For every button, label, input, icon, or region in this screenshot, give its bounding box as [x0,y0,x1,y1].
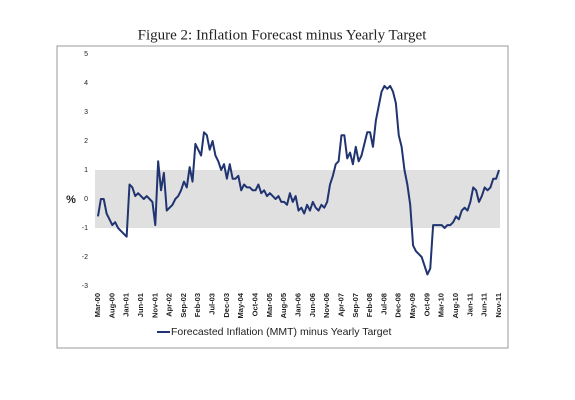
y-tick-label: -2 [82,254,88,261]
x-tick-label: Mar-10 [437,293,446,317]
y-tick-label: 0 [84,196,88,203]
x-tick-label: Apr-07 [336,293,345,317]
chart-frame [56,45,509,349]
y-tick-label: 3 [84,109,88,116]
chart-title: Figure 2: Inflation Forecast minus Yearl… [138,27,428,43]
x-tick-label: May-09 [408,293,417,318]
x-tick-label: Aug-05 [279,293,288,318]
x-tick-label: Feb-08 [365,293,374,317]
y-axis-label: % [66,194,76,206]
x-tick-label: Dec-03 [222,293,231,318]
data-line [97,84,500,276]
x-tick-label: Aug-10 [451,293,460,318]
y-tick-label: 1 [84,167,88,174]
x-tick-label: May-04 [236,292,245,318]
x-tick-label: Jan-06 [293,293,302,317]
x-tick-label: Jun-06 [308,293,317,317]
y-tick-label: 5 [84,51,88,58]
x-tick-label: Sep-07 [351,293,360,318]
y-tick-label: -1 [82,225,88,232]
x-tick-label: Mar-05 [265,293,274,317]
legend-label: Forecasted Inflation (MMT) minus Yearly … [171,326,391,338]
x-tick-label: Nov-11 [494,293,503,318]
x-tick-label: Oct-04 [251,292,260,316]
x-tick-label: Feb-03 [193,293,202,317]
x-tick-label: Jun-11 [480,293,489,317]
x-tick-label: Jul-08 [379,293,388,315]
x-tick-label: Dec-08 [394,293,403,318]
x-tick-label: Oct-09 [422,293,431,316]
x-tick-label: Nov-01 [150,293,159,318]
y-tick-label: 4 [84,80,88,87]
x-tick-label: Jul-03 [208,293,217,315]
x-tick-label: Aug-00 [107,293,116,318]
x-tick-label: Nov-06 [322,293,331,318]
x-tick-label: Jan-11 [465,293,474,316]
y-tick-label: 2 [84,138,88,145]
x-tick-label: Jan-01 [122,293,131,317]
x-tick-label: Jun-01 [136,293,145,317]
x-tick-label: Mar-00 [93,293,102,317]
y-tick-label: -3 [82,283,88,290]
x-tick-label: Sep-02 [179,293,188,318]
x-tick-label: Apr-02 [165,293,174,317]
